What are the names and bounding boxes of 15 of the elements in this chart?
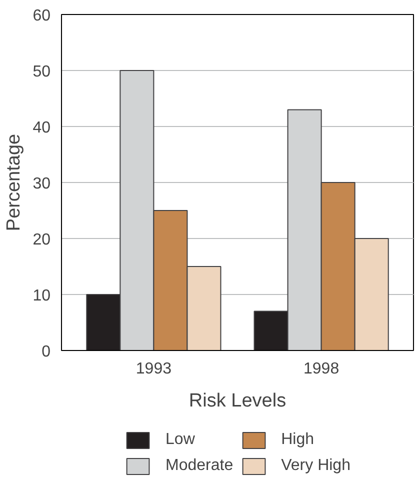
legend-label: High [281, 431, 314, 449]
y-tick-label: 40 [32, 120, 51, 136]
x-tick-label: 1993 [136, 360, 172, 378]
legend-label: Low [166, 431, 195, 449]
y-axis-title: Percentage [4, 134, 25, 232]
x-axis-title: Risk Levels [188, 390, 286, 412]
x-tick-label: 1998 [304, 360, 340, 378]
y-tick-label: 30 [32, 176, 51, 192]
legend-label: Very High [281, 457, 350, 475]
y-tick-label: 0 [42, 344, 51, 360]
legend-label: Moderate [166, 457, 234, 475]
y-tick-label: 10 [32, 288, 51, 304]
y-tick-label: 60 [32, 8, 51, 24]
y-tick-label: 20 [32, 232, 51, 248]
y-tick-label: 50 [32, 64, 51, 80]
